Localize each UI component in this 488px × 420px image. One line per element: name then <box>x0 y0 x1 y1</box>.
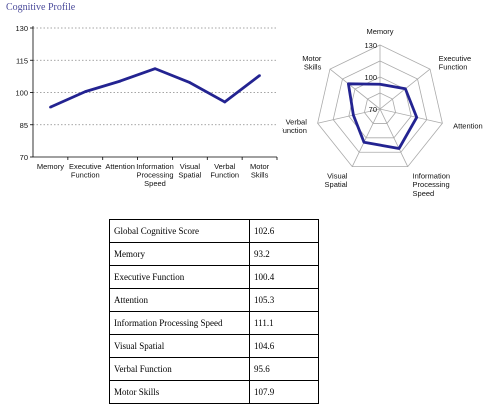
x-tick-label: Attention <box>105 162 135 171</box>
table-label-cell: Verbal Function <box>109 357 250 381</box>
table-row: Executive Function 100.4 <box>109 265 319 289</box>
x-tick-label: Motor Skills <box>250 162 270 180</box>
table-label-cell: Executive Function <box>109 265 250 289</box>
table-value-cell: 105.3 <box>249 288 319 312</box>
radar-ring-label: 130 <box>364 41 377 50</box>
radar-ring <box>332 60 428 153</box>
radar-ring-label: 100 <box>364 73 377 82</box>
radar-ring <box>363 92 397 124</box>
radar-spoke <box>329 68 381 110</box>
table-label-cell: Information Processing Speed <box>109 311 250 335</box>
radar-chart: 70 100 130 Memory Executive Function Attention… <box>282 27 483 198</box>
y-tick-label: 100 <box>15 89 28 98</box>
x-tick-label: Executive Function <box>69 162 102 180</box>
x-tick-label: Verbal Function <box>210 162 239 180</box>
radar-series <box>346 82 419 150</box>
table-value-cell: 107.9 <box>249 380 319 404</box>
table-row: Information Processing Speed 111.1 <box>109 311 319 335</box>
table-label-cell: Memory <box>109 242 250 266</box>
radar-axis-label: Information Processing Speed <box>413 172 451 198</box>
radar-ring <box>317 44 443 168</box>
data-point <box>153 67 157 70</box>
data-point <box>49 105 52 109</box>
data-point <box>118 79 122 83</box>
table-row: Verbal Function 95.6 <box>109 357 319 381</box>
table-row: Motor Skills 107.9 <box>109 380 319 404</box>
radar-axis-label: Attention <box>453 122 483 131</box>
data-point <box>188 81 192 84</box>
data-point <box>83 90 87 93</box>
y-tick-label: 70 <box>20 153 28 162</box>
table-value-cell: 93.2 <box>249 242 319 266</box>
table-label-cell: Motor Skills <box>109 380 250 404</box>
radar-spoke <box>379 108 443 124</box>
table-value-cell: 100.4 <box>249 265 319 289</box>
score-table: Global Cognitive Score 102.6 Memory 93.2 Exe… <box>109 219 319 404</box>
chart-title: Cognitive Profile <box>6 2 76 13</box>
table-row: Memory 93.2 <box>109 242 319 266</box>
radar-spoke <box>379 108 409 167</box>
x-tick-label: Visual Spatial <box>178 162 201 180</box>
table-value-cell: 104.6 <box>249 334 319 358</box>
y-tick-label: 130 <box>15 24 28 33</box>
line-chart: 70 85 100 115 130 Memory Executive FunctionAtte… <box>15 24 278 188</box>
y-tick-label: 115 <box>16 56 28 65</box>
y-tick-label: 85 <box>20 121 28 130</box>
table-label-cell: Visual Spatial <box>109 334 250 358</box>
radar-axis-label: Motor Skills <box>302 54 322 72</box>
series-line <box>49 67 261 109</box>
table-value-cell: 111.1 <box>249 311 319 335</box>
table-row: Visual Spatial 104.6 <box>109 334 319 358</box>
table-row: Attention 105.3 <box>109 288 319 312</box>
table-value-cell: 95.6 <box>249 357 319 381</box>
radar-spoke <box>317 108 381 124</box>
radar-ring-label: 70 <box>369 105 377 114</box>
table-row: Global Cognitive Score 102.6 <box>109 219 319 243</box>
table-value-cell: 102.6 <box>249 219 319 243</box>
radar-spoke <box>351 108 381 167</box>
radar-axis-label: Memory <box>366 27 393 36</box>
x-tick-label: Information Processing Speed <box>136 162 174 188</box>
radar-axis-label: Visual Spatial <box>325 172 348 190</box>
table-label-cell: Attention <box>109 288 250 312</box>
table-label-cell: Global Cognitive Score <box>109 219 250 243</box>
radar-axis-label: Executive Function <box>439 54 472 72</box>
x-tick-label: Memory <box>37 162 64 171</box>
data-point <box>223 100 227 104</box>
data-point <box>258 74 261 77</box>
